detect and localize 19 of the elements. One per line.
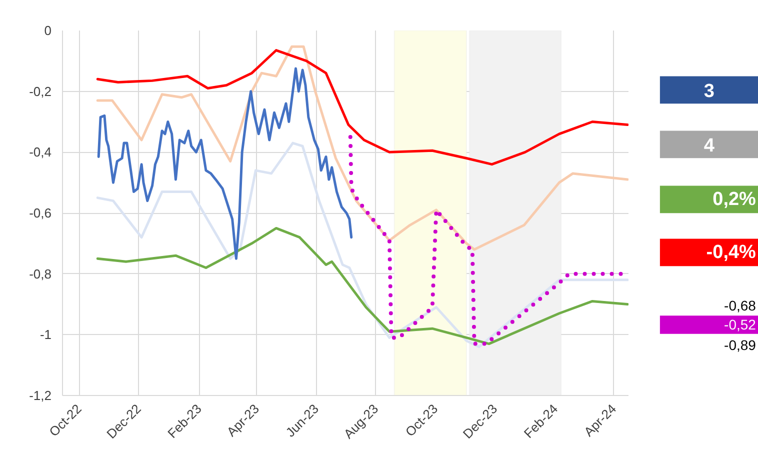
line-series xyxy=(97,67,353,260)
y-tick-label: -0,8 xyxy=(29,266,52,282)
y-tick-label: -0,2 xyxy=(29,84,52,99)
y-tick-label: -1,2 xyxy=(29,388,52,403)
text: -0,89 xyxy=(724,337,756,354)
text: -0,52 xyxy=(724,316,756,333)
y-tick-label: -0,6 xyxy=(29,206,52,220)
line-series xyxy=(96,226,628,346)
y-tick-label: -0,4 xyxy=(29,144,52,160)
y-tick-label: 0 xyxy=(44,23,52,38)
text: -0,4% xyxy=(706,242,756,263)
text: 4 xyxy=(704,135,715,156)
line-series xyxy=(96,142,628,348)
text: 0,2% xyxy=(712,188,756,210)
y-tick-label: -1 xyxy=(40,327,52,342)
text: -0,68 xyxy=(724,297,756,314)
text: 3 xyxy=(704,80,715,102)
line-series xyxy=(96,45,628,251)
line-series xyxy=(96,49,628,166)
